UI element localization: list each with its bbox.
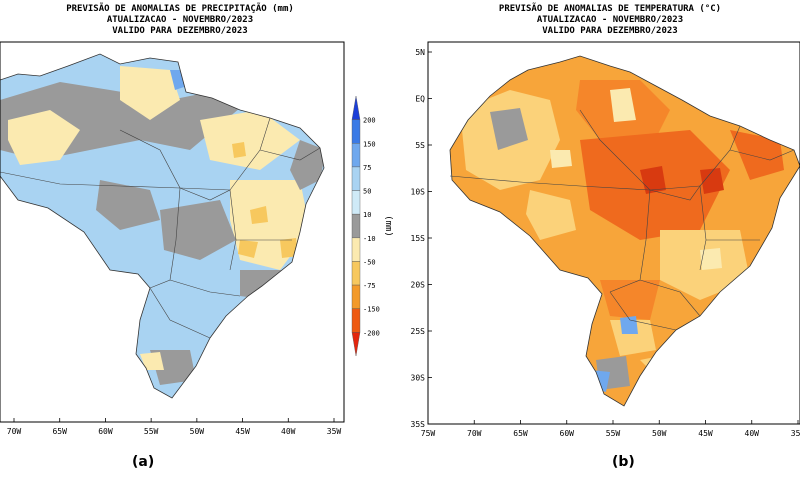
precip-legend-level: -75 bbox=[363, 282, 376, 290]
temp-x-tick-label: 45W bbox=[698, 429, 713, 438]
temp-y-tick-label: 5N bbox=[415, 48, 425, 57]
precip-legend-level: 50 bbox=[363, 188, 371, 196]
temp-x-tick-label: 35W bbox=[791, 429, 800, 438]
precip-map-frame bbox=[0, 41, 345, 423]
precip-anomaly-field bbox=[0, 54, 324, 398]
precip-caption: (a) bbox=[132, 454, 155, 470]
temp-x-tick-label: 40W bbox=[745, 429, 760, 438]
precip-title-line-1: PREVISÃO DE ANOMALIAS DE PRECIPITAÇÃO (m… bbox=[66, 4, 294, 14]
precip-legend-level: 150 bbox=[363, 140, 376, 148]
precip-state-borders bbox=[0, 117, 321, 339]
temp-y-tick-label: 20S bbox=[411, 281, 426, 290]
precip-legend-swatch bbox=[351, 332, 361, 357]
precip-legend-swatch bbox=[351, 213, 361, 239]
temp-y-tick-label: 30S bbox=[411, 374, 426, 383]
precip-legend-swatch bbox=[351, 308, 361, 333]
precip-legend-level: -200 bbox=[363, 329, 380, 337]
temp-title-line-1: PREVISÃO DE ANOMALIAS DE TEMPERATURA (°C… bbox=[498, 4, 722, 14]
temp-caption: (b) bbox=[612, 454, 635, 470]
precip-x-tick-label: 45W bbox=[235, 427, 250, 436]
precip-legend-swatch bbox=[351, 261, 361, 286]
precipitation-map: 70W 65W 60W 55W 50W 45W 40W 35W 200 150 75 50 10 -10… bbox=[0, 41, 393, 436]
precip-x-tick-label: 40W bbox=[281, 427, 296, 436]
temp-y-tick-label: EQ bbox=[415, 95, 425, 104]
temp-map-frame bbox=[427, 41, 800, 425]
precip-legend-swatch bbox=[351, 119, 361, 144]
temp-y-tick-label: 10S bbox=[411, 188, 426, 197]
temp-x-tick-label: 65W bbox=[513, 429, 528, 438]
precip-legend-level: -150 bbox=[363, 306, 380, 314]
precip-legend-swatch bbox=[351, 143, 361, 168]
precip-x-axis: 70W 65W 60W 55W 50W 45W 40W 35W bbox=[7, 418, 342, 436]
precip-x-tick-label: 70W bbox=[7, 427, 22, 436]
temp-x-tick-label: 50W bbox=[652, 429, 667, 438]
precip-x-tick-label: 35W bbox=[327, 427, 342, 436]
temp-x-tick-label: 70W bbox=[467, 429, 482, 438]
temp-axes: 75W 70W 65W 60W 55W 50W 45W 40W 35W 5N EQ 5S 10S 15S 2… bbox=[411, 48, 800, 438]
precip-legend-swatch bbox=[351, 190, 361, 215]
precip-x-tick-label: 60W bbox=[98, 427, 113, 436]
precipitation-panel: PREVISÃO DE ANOMALIAS DE PRECIPITAÇÃO (m… bbox=[0, 4, 393, 470]
precip-title-line-2: ATUALIZACAO - NOVEMBRO/2023 bbox=[106, 15, 254, 25]
precip-legend-level: 75 bbox=[363, 164, 371, 172]
precip-legend-unit: (mm) bbox=[383, 215, 393, 237]
temp-y-tick-label: 15S bbox=[411, 234, 426, 243]
precip-legend-level: 10 bbox=[363, 211, 371, 219]
temp-state-borders bbox=[449, 109, 795, 331]
precip-legend-swatch bbox=[351, 284, 361, 309]
precip-x-tick-label: 50W bbox=[190, 427, 205, 436]
temperature-map: 75W 70W 65W 60W 55W 50W 45W 40W 35W 5N EQ 5S 10S 15S 2… bbox=[411, 41, 800, 438]
precip-title-line-3: VALIDO PARA DEZEMBRO/2023 bbox=[112, 26, 248, 36]
temp-x-tick-label: 75W bbox=[421, 429, 436, 438]
temp-x-tick-label: 55W bbox=[606, 429, 621, 438]
precip-legend-level: -10 bbox=[363, 235, 376, 243]
precip-x-tick-label: 55W bbox=[144, 427, 159, 436]
temp-y-tick-label: 5S bbox=[415, 141, 425, 150]
temperature-panel: PREVISÃO DE ANOMALIAS DE TEMPERATURA (°C… bbox=[400, 0, 800, 480]
temp-title-line-2: ATUALIZACAO - NOVEMBRO/2023 bbox=[536, 15, 684, 25]
precip-x-tick-label: 65W bbox=[52, 427, 67, 436]
temp-y-tick-label: 25S bbox=[411, 327, 426, 336]
temp-title-line-3: VALIDO PARA DEZEMBRO/2023 bbox=[542, 26, 678, 36]
precip-legend-swatch bbox=[351, 237, 361, 262]
temp-y-tick-label: 35S bbox=[411, 420, 426, 429]
temp-anomaly-field bbox=[450, 56, 800, 406]
precip-legend-level: -50 bbox=[363, 258, 376, 266]
temp-x-tick-label: 60W bbox=[560, 429, 575, 438]
precip-legend-swatch bbox=[351, 166, 361, 191]
precip-legend-swatch bbox=[351, 95, 361, 120]
precip-legend: 200 150 75 50 10 -10 -50 -75 -150 -200 (mm) bbox=[351, 95, 393, 357]
precip-legend-level: 200 bbox=[363, 117, 376, 125]
